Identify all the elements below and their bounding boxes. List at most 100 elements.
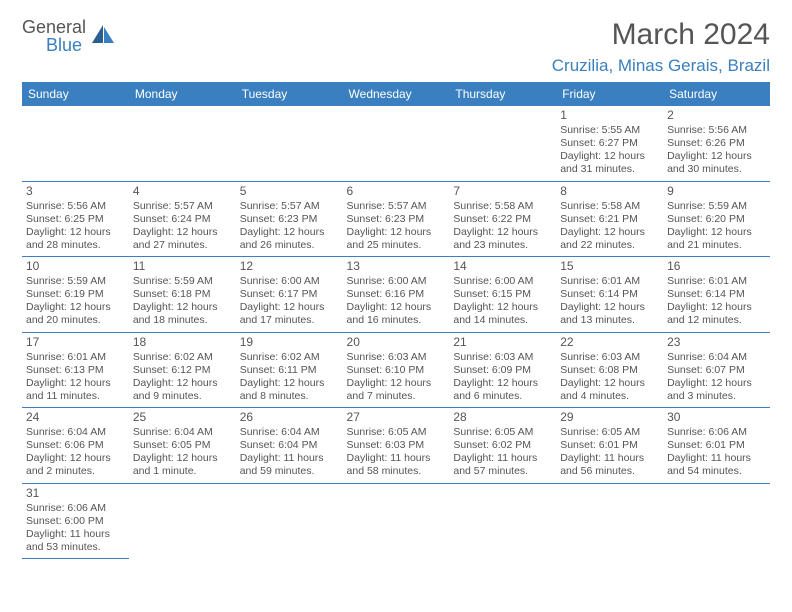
day-number: 26 xyxy=(240,410,339,425)
sunset-label: Sunset: 6:14 PM xyxy=(560,288,659,301)
daylight-label: Daylight: 12 hours and 20 minutes. xyxy=(26,301,125,327)
sunrise-label: Sunrise: 6:04 AM xyxy=(133,426,232,439)
sail-icon xyxy=(90,23,116,50)
sunrise-label: Sunrise: 5:59 AM xyxy=(133,275,232,288)
header: General GeBlue March 2024 Cruzilia, Mina… xyxy=(22,18,770,76)
calendar-cell: 4Sunrise: 5:57 AMSunset: 6:24 PMDaylight… xyxy=(129,181,236,257)
sunrise-label: Sunrise: 5:57 AM xyxy=(133,200,232,213)
calendar-cell: 12Sunrise: 6:00 AMSunset: 6:17 PMDayligh… xyxy=(236,257,343,333)
daylight-label: Daylight: 12 hours and 1 minute. xyxy=(133,452,232,478)
daylight-label: Daylight: 12 hours and 7 minutes. xyxy=(347,377,446,403)
calendar-cell xyxy=(129,483,236,559)
sunrise-label: Sunrise: 6:00 AM xyxy=(453,275,552,288)
daylight-label: Daylight: 12 hours and 14 minutes. xyxy=(453,301,552,327)
sunset-label: Sunset: 6:17 PM xyxy=(240,288,339,301)
sunrise-label: Sunrise: 6:00 AM xyxy=(240,275,339,288)
calendar-cell: 19Sunrise: 6:02 AMSunset: 6:11 PMDayligh… xyxy=(236,332,343,408)
day-number: 11 xyxy=(133,259,232,274)
daylight-label: Daylight: 11 hours and 59 minutes. xyxy=(240,452,339,478)
day-number: 23 xyxy=(667,335,766,350)
day-number: 13 xyxy=(347,259,446,274)
calendar-row: 24Sunrise: 6:04 AMSunset: 6:06 PMDayligh… xyxy=(22,408,770,484)
sunset-label: Sunset: 6:27 PM xyxy=(560,137,659,150)
calendar-cell: 24Sunrise: 6:04 AMSunset: 6:06 PMDayligh… xyxy=(22,408,129,484)
calendar-cell: 8Sunrise: 5:58 AMSunset: 6:21 PMDaylight… xyxy=(556,181,663,257)
calendar-body: 1Sunrise: 5:55 AMSunset: 6:27 PMDaylight… xyxy=(22,106,770,559)
day-number: 10 xyxy=(26,259,125,274)
calendar-row: 3Sunrise: 5:56 AMSunset: 6:25 PMDaylight… xyxy=(22,181,770,257)
day-header: Sunday xyxy=(22,82,129,106)
calendar-cell: 25Sunrise: 6:04 AMSunset: 6:05 PMDayligh… xyxy=(129,408,236,484)
calendar-cell: 9Sunrise: 5:59 AMSunset: 6:20 PMDaylight… xyxy=(663,181,770,257)
sunset-label: Sunset: 6:14 PM xyxy=(667,288,766,301)
sunrise-label: Sunrise: 6:05 AM xyxy=(347,426,446,439)
daylight-label: Daylight: 12 hours and 23 minutes. xyxy=(453,226,552,252)
calendar-cell: 16Sunrise: 6:01 AMSunset: 6:14 PMDayligh… xyxy=(663,257,770,333)
calendar-cell: 22Sunrise: 6:03 AMSunset: 6:08 PMDayligh… xyxy=(556,332,663,408)
sunrise-label: Sunrise: 5:55 AM xyxy=(560,124,659,137)
day-header-row: SundayMondayTuesdayWednesdayThursdayFrid… xyxy=(22,82,770,106)
day-number: 18 xyxy=(133,335,232,350)
sunrise-label: Sunrise: 5:59 AM xyxy=(26,275,125,288)
daylight-label: Daylight: 12 hours and 13 minutes. xyxy=(560,301,659,327)
sunrise-label: Sunrise: 6:03 AM xyxy=(560,351,659,364)
sunset-label: Sunset: 6:04 PM xyxy=(240,439,339,452)
sunrise-label: Sunrise: 5:58 AM xyxy=(560,200,659,213)
day-number: 2 xyxy=(667,108,766,123)
sunset-label: Sunset: 6:11 PM xyxy=(240,364,339,377)
daylight-label: Daylight: 12 hours and 28 minutes. xyxy=(26,226,125,252)
sunrise-label: Sunrise: 6:04 AM xyxy=(667,351,766,364)
sunrise-label: Sunrise: 5:57 AM xyxy=(240,200,339,213)
daylight-label: Daylight: 12 hours and 3 minutes. xyxy=(667,377,766,403)
daylight-label: Daylight: 12 hours and 31 minutes. xyxy=(560,150,659,176)
calendar-row: 1Sunrise: 5:55 AMSunset: 6:27 PMDaylight… xyxy=(22,106,770,181)
daylight-label: Daylight: 12 hours and 18 minutes. xyxy=(133,301,232,327)
day-number: 9 xyxy=(667,184,766,199)
calendar-row: 17Sunrise: 6:01 AMSunset: 6:13 PMDayligh… xyxy=(22,332,770,408)
calendar-cell: 23Sunrise: 6:04 AMSunset: 6:07 PMDayligh… xyxy=(663,332,770,408)
day-number: 24 xyxy=(26,410,125,425)
calendar-cell xyxy=(449,106,556,181)
daylight-label: Daylight: 12 hours and 21 minutes. xyxy=(667,226,766,252)
calendar-cell: 15Sunrise: 6:01 AMSunset: 6:14 PMDayligh… xyxy=(556,257,663,333)
day-number: 12 xyxy=(240,259,339,274)
daylight-label: Daylight: 12 hours and 30 minutes. xyxy=(667,150,766,176)
sunset-label: Sunset: 6:25 PM xyxy=(26,213,125,226)
calendar-cell xyxy=(343,106,450,181)
sunset-label: Sunset: 6:02 PM xyxy=(453,439,552,452)
daylight-label: Daylight: 12 hours and 4 minutes. xyxy=(560,377,659,403)
sunset-label: Sunset: 6:08 PM xyxy=(560,364,659,377)
day-number: 16 xyxy=(667,259,766,274)
sunrise-label: Sunrise: 5:57 AM xyxy=(347,200,446,213)
sunrise-label: Sunrise: 6:02 AM xyxy=(240,351,339,364)
calendar-cell: 6Sunrise: 5:57 AMSunset: 6:23 PMDaylight… xyxy=(343,181,450,257)
sunrise-label: Sunrise: 5:56 AM xyxy=(26,200,125,213)
sunrise-label: Sunrise: 6:01 AM xyxy=(560,275,659,288)
sunset-label: Sunset: 6:03 PM xyxy=(347,439,446,452)
day-number: 17 xyxy=(26,335,125,350)
calendar-cell xyxy=(556,483,663,559)
sunset-label: Sunset: 6:21 PM xyxy=(560,213,659,226)
sunset-label: Sunset: 6:12 PM xyxy=(133,364,232,377)
sunrise-label: Sunrise: 5:56 AM xyxy=(667,124,766,137)
sunset-label: Sunset: 6:10 PM xyxy=(347,364,446,377)
calendar-cell: 26Sunrise: 6:04 AMSunset: 6:04 PMDayligh… xyxy=(236,408,343,484)
sunrise-label: Sunrise: 6:06 AM xyxy=(667,426,766,439)
sunrise-label: Sunrise: 6:04 AM xyxy=(26,426,125,439)
sunset-label: Sunset: 6:19 PM xyxy=(26,288,125,301)
calendar-cell: 20Sunrise: 6:03 AMSunset: 6:10 PMDayligh… xyxy=(343,332,450,408)
day-number: 21 xyxy=(453,335,552,350)
sunset-label: Sunset: 6:20 PM xyxy=(667,213,766,226)
daylight-label: Daylight: 12 hours and 22 minutes. xyxy=(560,226,659,252)
sunset-label: Sunset: 6:26 PM xyxy=(667,137,766,150)
daylight-label: Daylight: 11 hours and 56 minutes. xyxy=(560,452,659,478)
calendar-cell xyxy=(663,483,770,559)
daylight-label: Daylight: 12 hours and 9 minutes. xyxy=(133,377,232,403)
day-number: 15 xyxy=(560,259,659,274)
sunset-label: Sunset: 6:01 PM xyxy=(560,439,659,452)
sunrise-label: Sunrise: 5:58 AM xyxy=(453,200,552,213)
calendar-cell xyxy=(236,483,343,559)
sunrise-label: Sunrise: 6:03 AM xyxy=(453,351,552,364)
calendar-cell: 17Sunrise: 6:01 AMSunset: 6:13 PMDayligh… xyxy=(22,332,129,408)
title-block: March 2024 Cruzilia, Minas Gerais, Brazi… xyxy=(552,18,770,76)
